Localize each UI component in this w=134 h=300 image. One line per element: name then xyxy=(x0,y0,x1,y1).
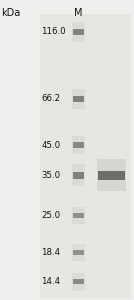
Bar xyxy=(97,159,126,191)
Bar xyxy=(72,207,85,224)
Text: kDa: kDa xyxy=(1,8,21,17)
Bar xyxy=(72,142,84,148)
Bar xyxy=(72,279,84,284)
Bar xyxy=(72,244,85,261)
Bar xyxy=(72,172,84,178)
Text: 116.0: 116.0 xyxy=(41,27,66,36)
Bar xyxy=(72,89,85,109)
Bar xyxy=(72,96,84,102)
Bar xyxy=(72,136,85,154)
Text: 45.0: 45.0 xyxy=(41,141,60,150)
Text: 18.4: 18.4 xyxy=(41,248,60,257)
Bar xyxy=(98,171,125,180)
Bar xyxy=(72,213,84,218)
Text: 14.4: 14.4 xyxy=(41,277,60,286)
Bar xyxy=(72,164,85,186)
Bar xyxy=(72,272,85,291)
Text: M: M xyxy=(74,8,83,17)
Bar xyxy=(72,250,84,255)
Text: 35.0: 35.0 xyxy=(41,171,60,180)
Text: 66.2: 66.2 xyxy=(41,94,60,103)
Text: 25.0: 25.0 xyxy=(41,211,60,220)
Bar xyxy=(72,22,85,42)
Bar xyxy=(72,28,84,35)
